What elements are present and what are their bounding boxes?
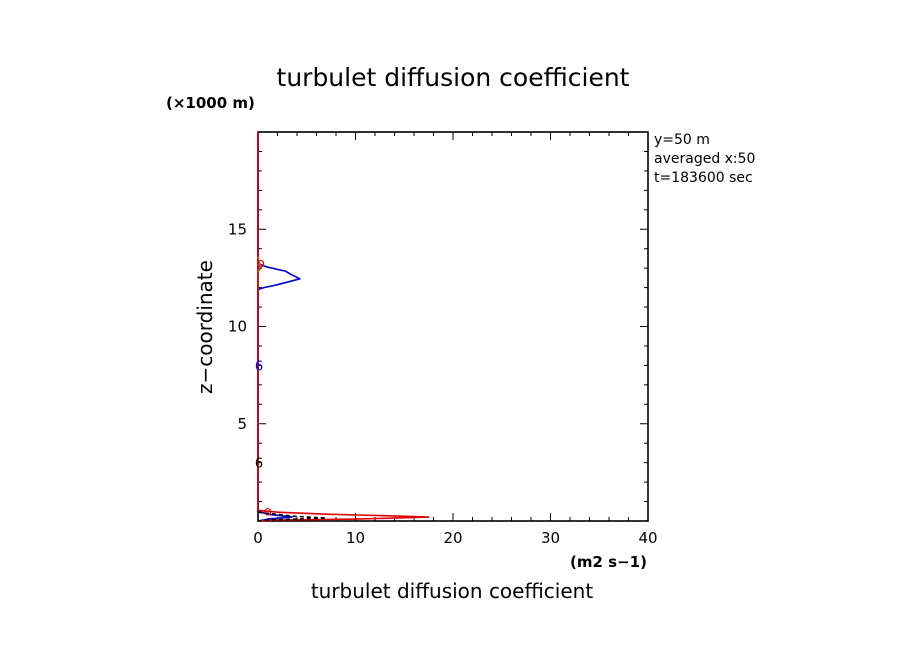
y-tick-label: 5: [237, 415, 247, 433]
series-annotation: 6: [255, 359, 263, 374]
series-annotation: o: [257, 256, 265, 271]
y-tick-label: 15: [228, 220, 247, 238]
x-tick-label: 20: [443, 529, 462, 547]
y-tick-label: 10: [228, 318, 247, 336]
series-annotation: o: [264, 504, 272, 519]
series-line-2: [257, 132, 430, 522]
info-line-averaging: averaged x:50: [654, 151, 755, 167]
info-box: y=50 m averaged x:50 t=183600 sec: [654, 132, 755, 186]
series-line-1: [257, 132, 301, 522]
info-line-time: t=183600 sec: [654, 170, 753, 186]
y-unit-label: (×1000 m): [166, 94, 255, 112]
x-tick-label: 0: [253, 529, 263, 547]
plot-frame: [257, 131, 649, 522]
x-axis-label: turbulet diffusion coefficient: [311, 579, 594, 603]
series-line-3: [257, 511, 328, 522]
x-tick-label: 40: [638, 529, 657, 547]
x-tick-label: 10: [346, 529, 365, 547]
info-line-location: y=50 m: [654, 132, 710, 148]
plot-area: 0 10 20 30 40 5 10 15 6 6 o o: [228, 131, 658, 547]
y-axis-label: z−coordinate: [193, 260, 217, 394]
series-line-4: [257, 256, 262, 273]
series-annotation: 6: [255, 457, 263, 472]
x-tick-label: 30: [541, 529, 560, 547]
x-unit-label: (m2 s−1): [570, 553, 647, 571]
chart-title: turbulet diffusion coefficient: [277, 63, 630, 92]
